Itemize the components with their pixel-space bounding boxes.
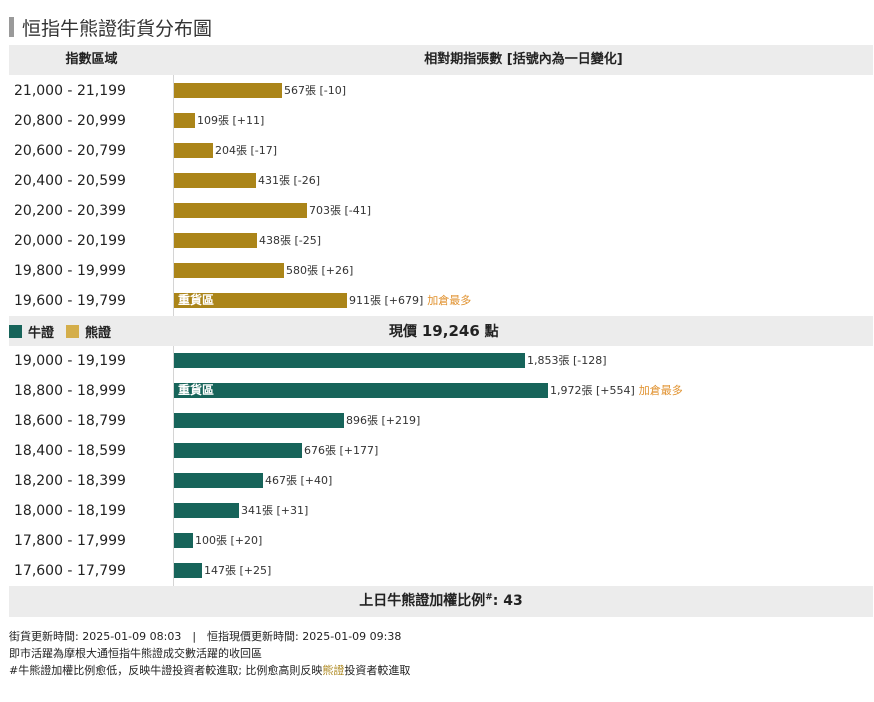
column-divider-bottom xyxy=(173,346,174,586)
price-legend-bar: 牛證 熊證 現價 19,246 點 xyxy=(9,316,873,346)
bull-range-label: 18,400 - 18,599 xyxy=(14,443,126,459)
bull-bar-value-label: 1,853張 [-128] xyxy=(527,353,607,368)
bull-bar-value-label: 147張 [+25] xyxy=(204,563,271,578)
value-column-header: 相對期指張數 [括號內為一日變化] xyxy=(424,52,623,67)
bear-bar xyxy=(174,293,347,308)
value-text: 703張 [-41] xyxy=(309,204,372,217)
bull-range-label: 18,600 - 18,799 xyxy=(14,413,126,429)
bull-bar xyxy=(174,563,202,578)
bull-range-label: 18,800 - 18,999 xyxy=(14,383,126,399)
bear-bar-value-label: 703張 [-41] xyxy=(309,203,371,218)
current-price-value: 19,246 xyxy=(421,322,480,340)
value-text: 438張 [-25] xyxy=(259,234,322,247)
bear-bar xyxy=(174,203,307,218)
ratio-explanation-note: #牛熊證加權比例愈低，反映牛證投資者較進取; 比例愈高則反映熊證投資者較進取 xyxy=(9,662,410,679)
heavy-zone-label: 重貨區 xyxy=(178,293,215,307)
bear-range-label: 19,600 - 19,799 xyxy=(14,293,126,309)
value-text: 431張 [-26] xyxy=(258,174,321,187)
value-text: 341張 [+31] xyxy=(241,504,309,517)
legend: 牛證 熊證 xyxy=(9,316,123,346)
bear-range-label: 19,800 - 19,999 xyxy=(14,263,126,279)
page-title: 恒指牛熊證街貨分布圖 xyxy=(22,17,213,40)
footnotes: 街貨更新時間: 2025-01-09 08:03 | 恒指現價更新時間: 202… xyxy=(9,628,410,679)
bull-bar xyxy=(174,413,344,428)
bear-range-label: 20,200 - 20,399 xyxy=(14,203,126,219)
ratio-label: 上日牛熊證加權比例 xyxy=(359,593,486,609)
bull-range-label: 18,000 - 18,199 xyxy=(14,503,126,519)
value-text: 676張 [+177] xyxy=(304,444,379,457)
bear-bar xyxy=(174,173,256,188)
weighted-ratio: 上日牛熊證加權比例#: 43 xyxy=(9,586,873,617)
current-price: 現價 19,246 點 xyxy=(389,316,499,347)
table-header: 指數區域 相對期指張數 [括號內為一日變化] xyxy=(9,45,873,75)
value-text: 467張 [+40] xyxy=(265,474,333,487)
bull-bar-value-label: 896張 [+219] xyxy=(346,413,420,428)
title-block: 恒指牛熊證街貨分布圖 xyxy=(9,14,212,40)
bear-bar-value-label: 431張 [-26] xyxy=(258,173,320,188)
bear-range-label: 21,000 - 21,199 xyxy=(14,83,126,99)
value-text: 147張 [+25] xyxy=(204,564,272,577)
value-text: 100張 [+20] xyxy=(195,534,263,547)
ratio-note-part2: 投資者較進取 xyxy=(344,664,411,677)
bear-bar-value-label: 438張 [-25] xyxy=(259,233,321,248)
ratio-value: : 43 xyxy=(492,593,523,609)
bear-range-label: 20,000 - 20,199 xyxy=(14,233,126,249)
active-zone-note: 即市活躍為摩根大通恒指牛熊證成交數活躍的收回區 xyxy=(9,647,262,660)
bear-bar xyxy=(174,113,195,128)
heavy-zone-label: 重貨區 xyxy=(178,383,215,397)
bear-swatch xyxy=(66,324,80,338)
update-time-note: 街貨更新時間: 2025-01-09 08:03 | 恒指現價更新時間: 202… xyxy=(9,630,402,643)
current-price-unit: 點 xyxy=(484,324,499,340)
value-text: 580張 [+26] xyxy=(286,264,354,277)
legend-bear: 熊證 xyxy=(66,322,111,341)
bull-swatch xyxy=(9,324,22,338)
bull-range-label: 17,600 - 17,799 xyxy=(14,563,126,579)
ratio-note-part1: #牛熊證加權比例愈低，反映牛證投資者較進取; 比例愈高則反映 xyxy=(9,664,323,677)
bear-bar-value-label: 911張 [+679] 加倉最多 xyxy=(349,293,471,308)
ratio-note-bear-word: 熊證 xyxy=(322,664,345,677)
bear-bar-value-label: 109張 [+11] xyxy=(197,113,264,128)
value-text: 204張 [-17] xyxy=(215,144,278,157)
value-text: 109張 [+11] xyxy=(197,114,265,127)
bull-bar xyxy=(174,503,239,518)
bull-bar-value-label: 1,972張 [+554] 加倉最多 xyxy=(550,383,683,398)
ratio-footnote-mark: # xyxy=(485,592,493,603)
value-text: 1,972張 [+554] xyxy=(550,384,635,397)
bull-bar xyxy=(174,353,525,368)
value-text: 1,853張 [-128] xyxy=(527,354,607,367)
column-divider-top xyxy=(173,75,174,316)
bear-range-label: 20,400 - 20,599 xyxy=(14,173,126,189)
bear-bar xyxy=(174,233,257,248)
bull-bar-value-label: 676張 [+177] xyxy=(304,443,378,458)
legend-bear-label: 熊證 xyxy=(85,325,112,341)
bull-bar-value-label: 467張 [+40] xyxy=(265,473,332,488)
bull-bar xyxy=(174,443,302,458)
bear-range-label: 20,800 - 20,999 xyxy=(14,113,126,129)
title-accent xyxy=(9,17,14,37)
value-text: 567張 [-10] xyxy=(284,84,347,97)
bear-bar xyxy=(174,83,282,98)
value-text: 896張 [+219] xyxy=(346,414,421,427)
value-text: 911張 [+679] xyxy=(349,294,424,307)
bull-range-label: 18,200 - 18,399 xyxy=(14,473,126,489)
bull-range-label: 19,000 - 19,199 xyxy=(14,353,126,369)
bull-range-label: 17,800 - 17,999 xyxy=(14,533,126,549)
bear-range-label: 20,600 - 20,799 xyxy=(14,143,126,159)
legend-bull-label: 牛證 xyxy=(28,325,55,341)
bull-bar xyxy=(174,533,193,548)
range-column-header: 指數區域 xyxy=(65,52,118,67)
bear-bar-value-label: 204張 [-17] xyxy=(215,143,277,158)
legend-bull: 牛證 xyxy=(9,322,54,341)
bull-bar xyxy=(174,473,263,488)
bull-bar-value-label: 341張 [+31] xyxy=(241,503,308,518)
bull-bar-value-label: 100張 [+20] xyxy=(195,533,262,548)
bull-bar xyxy=(174,383,548,398)
current-price-label: 現價 xyxy=(389,324,417,340)
bear-bar-value-label: 580張 [+26] xyxy=(286,263,353,278)
bear-bar xyxy=(174,263,284,278)
most-added-tag: 加倉最多 xyxy=(638,384,683,397)
bear-bar-value-label: 567張 [-10] xyxy=(284,83,346,98)
most-added-tag: 加倉最多 xyxy=(427,294,472,307)
bear-bar xyxy=(174,143,213,158)
